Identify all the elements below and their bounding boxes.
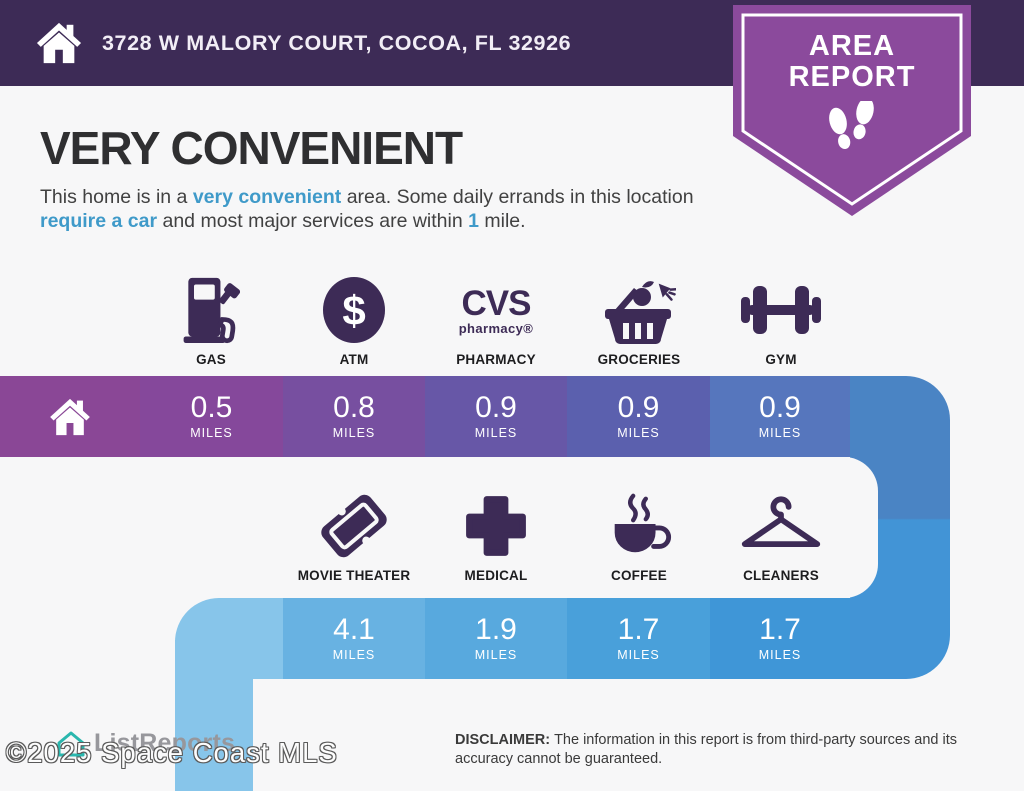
amenity-label: GROCERIES bbox=[597, 352, 681, 367]
amenity-groceries: GROCERIES bbox=[564, 271, 714, 367]
row2-panel bbox=[0, 457, 878, 598]
intro-paragraph: This home is in a very convenient area. … bbox=[40, 186, 694, 232]
footer-panel bbox=[253, 679, 1024, 791]
property-address: 3728 W MALORY COURT, COCOA, FL 32926 bbox=[102, 30, 572, 55]
distance-cell: 0.9 MILES bbox=[425, 376, 567, 457]
distance-cell: 0.9 MILES bbox=[567, 376, 710, 457]
movie-ticket-icon bbox=[321, 494, 387, 558]
accent-require-a-car: require a car bbox=[40, 209, 158, 232]
distance-band-2: 4.1 MILES 1.9 MILES 1.7 MILES 1.7 MILES bbox=[175, 598, 850, 679]
mls-watermark: ©2025 Space Coast MLS bbox=[6, 737, 338, 768]
amenity-pharmacy: CVS pharmacy® PHARMACY bbox=[421, 271, 571, 368]
listreports-logo-text: ListReports bbox=[94, 729, 236, 757]
amenity-label: PHARMACY bbox=[456, 352, 536, 367]
badge-title: AREA REPORT bbox=[788, 30, 916, 93]
listreports-house-icon bbox=[57, 731, 85, 756]
amenity-label: MOVIE THEATER bbox=[297, 568, 411, 583]
distance-band-1: 0.5 MILES 0.8 MILES 0.9 MILES 0.9 MILES … bbox=[0, 376, 850, 457]
footprints-icon bbox=[829, 101, 874, 150]
band2-cap bbox=[175, 598, 283, 679]
gas-pump-icon bbox=[183, 277, 240, 344]
amenity-cleaners: CLEANERS bbox=[706, 487, 856, 583]
distance-cell: 1.7 MILES bbox=[710, 598, 850, 679]
disclaimer-label: DISCLAIMER: bbox=[455, 732, 551, 748]
cvs-pharmacy-logo: CVS pharmacy® bbox=[458, 283, 534, 336]
amenity-gas: GAS bbox=[136, 271, 286, 367]
amenity-medical: MEDICAL bbox=[421, 487, 571, 583]
amenity-coffee: COFFEE bbox=[564, 487, 714, 583]
amenity-gym: GYM bbox=[706, 271, 856, 367]
grocery-basket-icon bbox=[605, 281, 676, 344]
accent-one-mile: 1 bbox=[468, 209, 479, 232]
hanger-icon bbox=[741, 496, 821, 547]
accent-very-convenient: very convenient bbox=[192, 186, 342, 208]
distance-cell: 1.9 MILES bbox=[425, 598, 567, 679]
medical-cross-icon bbox=[466, 496, 526, 556]
amenity-movie-theater: MOVIE THEATER bbox=[279, 487, 429, 583]
amenity-label: COFFEE bbox=[611, 568, 667, 583]
svg-text:$: $ bbox=[342, 287, 365, 334]
amenity-label: GAS bbox=[196, 352, 226, 367]
home-icon bbox=[36, 22, 82, 64]
listreports-logo: ListReports bbox=[56, 729, 235, 758]
amenity-label: GYM bbox=[765, 352, 797, 367]
distance-cell: 0.9 MILES bbox=[710, 376, 850, 457]
distance-cell: 0.8 MILES bbox=[283, 376, 425, 457]
coffee-cup-icon bbox=[614, 493, 672, 553]
amenity-label: ATM bbox=[339, 352, 369, 367]
distance-cell: 0.5 MILES bbox=[140, 376, 283, 457]
home-icon bbox=[50, 398, 90, 435]
page-title: VERY CONVENIENT bbox=[40, 122, 463, 174]
distance-cell: 4.1 MILES bbox=[283, 598, 425, 679]
pennant-shape bbox=[733, 5, 971, 216]
home-marker-cell bbox=[0, 376, 140, 457]
distance-cell: 1.7 MILES bbox=[567, 598, 710, 679]
dollar-coin-icon: $ bbox=[323, 277, 385, 343]
disclaimer: DISCLAIMER: The information in this repor… bbox=[455, 732, 957, 767]
amenity-label: MEDICAL bbox=[464, 568, 528, 583]
dumbbell-icon bbox=[741, 286, 821, 334]
area-report-badge: AREA REPORT bbox=[733, 5, 971, 216]
amenity-label: CLEANERS bbox=[743, 568, 819, 583]
amenity-atm: $ ATM bbox=[279, 271, 429, 367]
